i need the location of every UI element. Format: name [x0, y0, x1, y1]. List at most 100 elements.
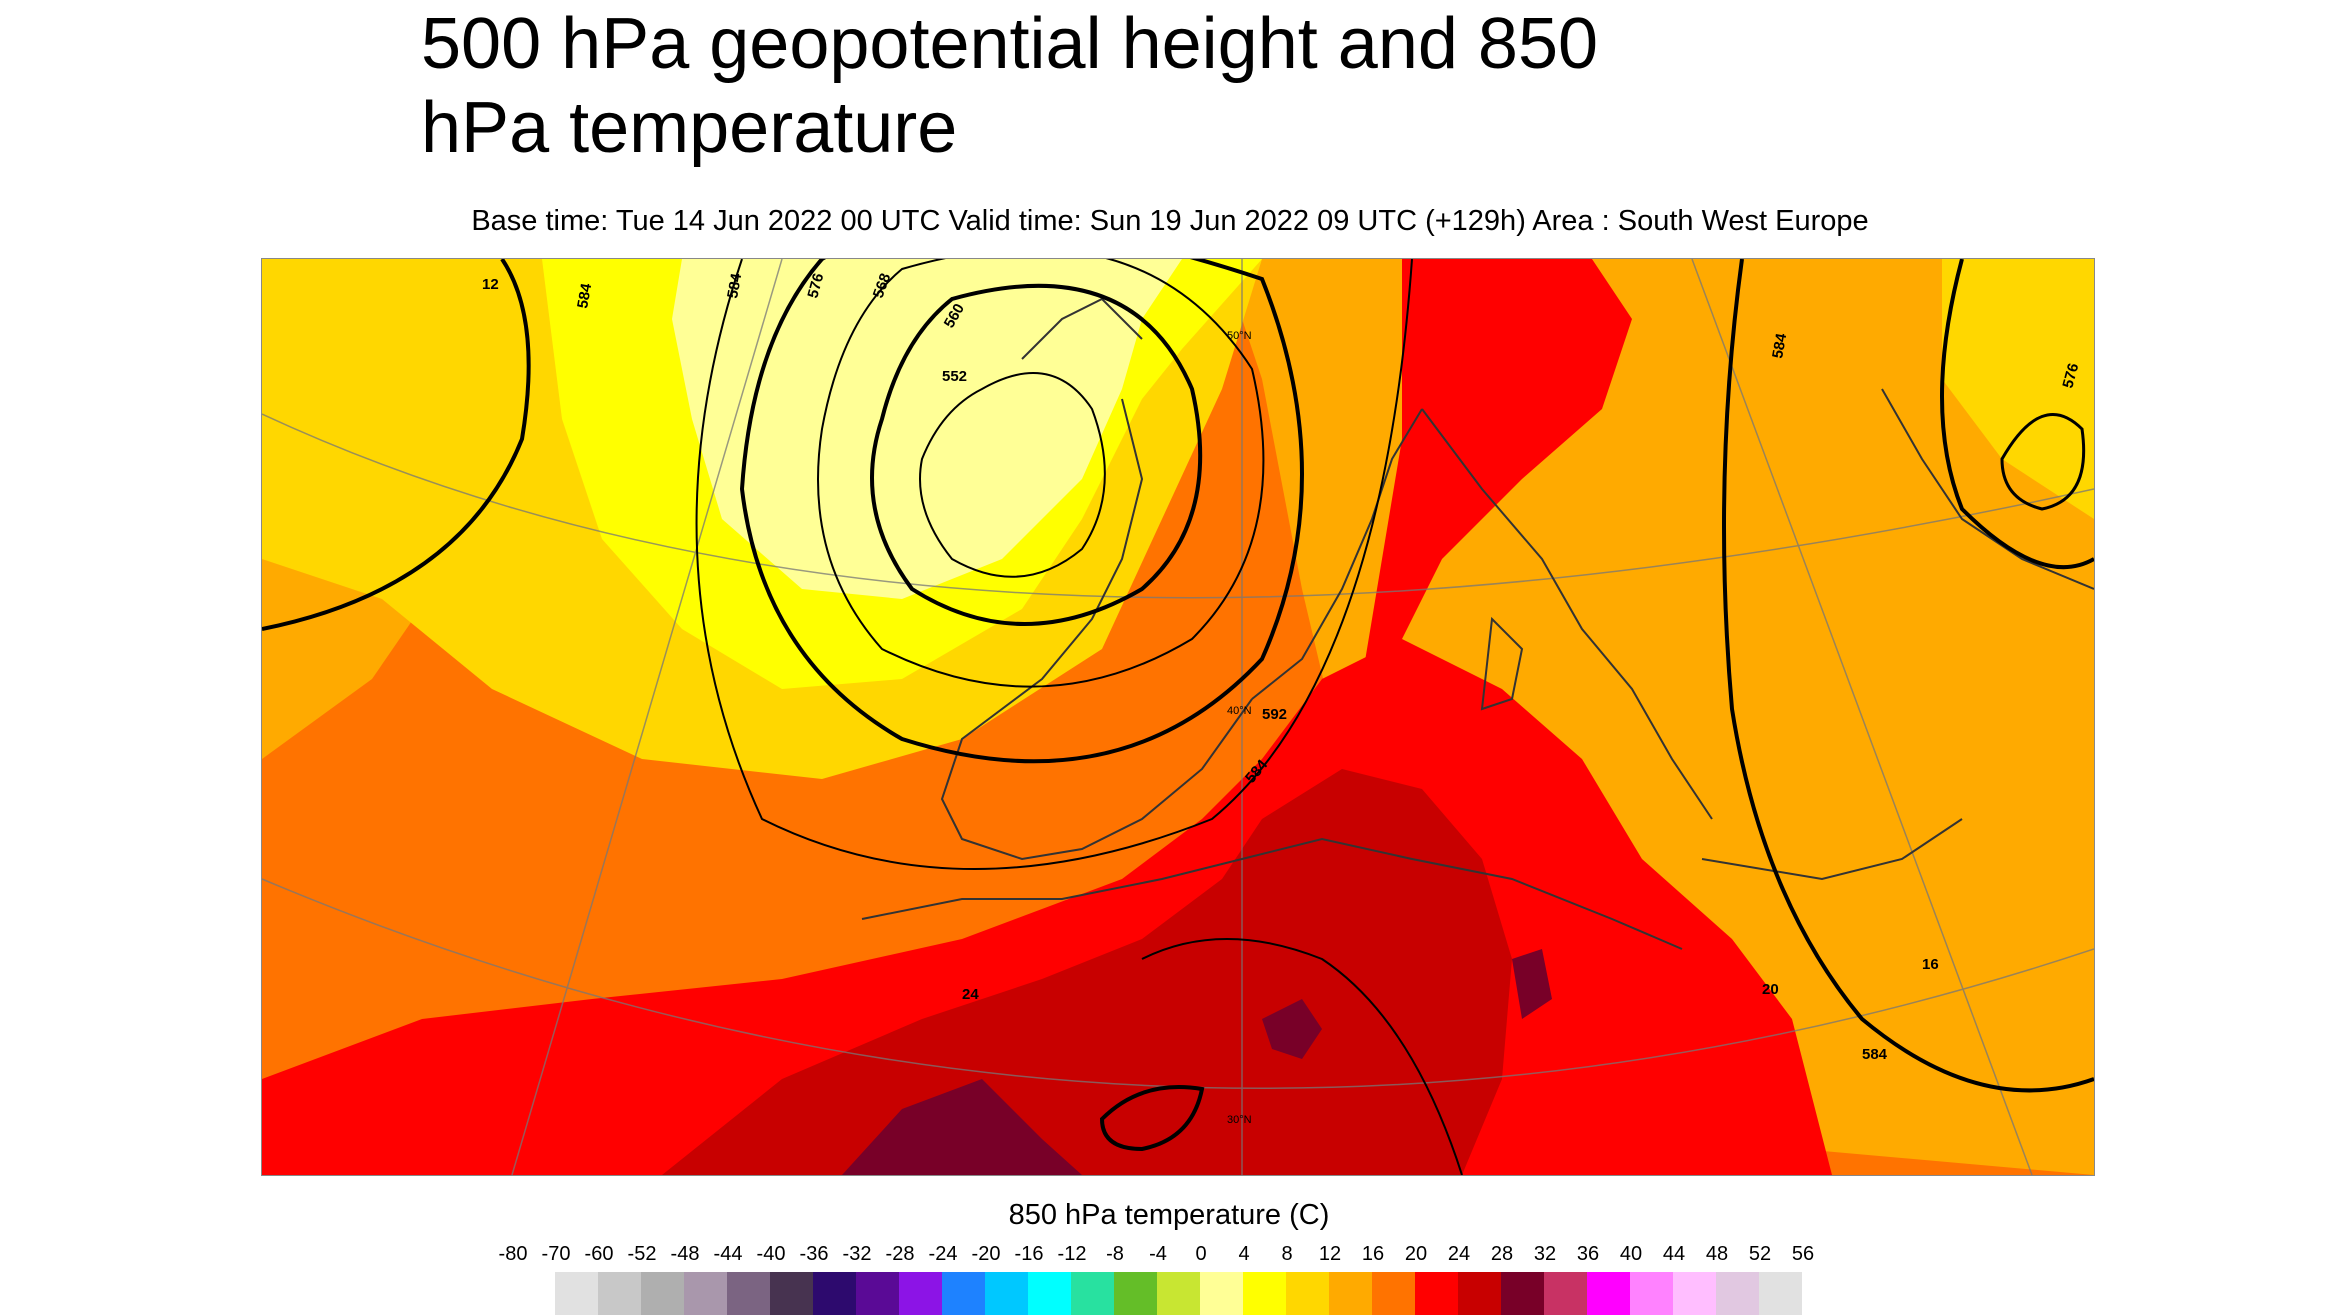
legend-swatch: [813, 1272, 856, 1315]
coastlines: [861, 297, 2094, 950]
legend-tick-label: 16: [1361, 1243, 1385, 1265]
legend-swatch: [1458, 1272, 1501, 1315]
uk-coast: [1021, 297, 1143, 360]
contour-label: 20: [1762, 981, 1779, 998]
legend-tick-label: -20: [971, 1243, 1001, 1265]
legend-tick-label: 12: [1318, 1243, 1342, 1265]
corsica-sardinia: [1480, 616, 1524, 711]
legend-tick-label: 24: [1447, 1243, 1471, 1265]
temp-shading-20-24-north: [1362, 259, 1632, 679]
legend-swatch: [899, 1272, 942, 1315]
legend-swatch: [1157, 1272, 1200, 1315]
sicily-coast: [1701, 818, 1963, 881]
legend-swatch: [684, 1272, 727, 1315]
legend-swatch: [942, 1272, 985, 1315]
legend-tick-label: 28: [1490, 1243, 1514, 1265]
latitude-label: 50°N: [1227, 330, 1252, 342]
legend-swatch: [641, 1272, 684, 1315]
legend-swatch: [1630, 1272, 1673, 1315]
contour-label: 576: [2059, 361, 2082, 390]
legend-swatch: [1114, 1272, 1157, 1315]
legend-tick-label: -32: [842, 1243, 872, 1265]
legend-tick-label: 36: [1576, 1243, 1600, 1265]
contour-label: 584: [1769, 331, 1790, 359]
contour-584: [695, 259, 1413, 870]
geopotential-contours: [262, 259, 2094, 1175]
contour-576-east: [1940, 259, 2094, 570]
contour-576-west: [262, 259, 531, 631]
legend-swatch: [1415, 1272, 1458, 1315]
contour-closed-east: [2000, 412, 2086, 511]
legend-tick-label: 32: [1533, 1243, 1557, 1265]
legend-swatch: [1329, 1272, 1372, 1315]
north-africa-coast: [861, 837, 1683, 950]
temp-shading-24-28: [662, 769, 1512, 1175]
chart-title: 500 hPa geopotential height and 850 hPa …: [421, 2, 1721, 170]
weather-map-svg: 552 560 568 576 584 584 584 584 576 584 …: [262, 259, 2094, 1175]
legend-swatch: [1716, 1272, 1759, 1315]
france-coast: [1251, 408, 1423, 700]
italy-coast: [1421, 408, 1713, 820]
legend-tick-label: -4: [1149, 1243, 1167, 1265]
legend-tick-label: 56: [1791, 1243, 1815, 1265]
legend-tick-label: 52: [1748, 1243, 1772, 1265]
legend-swatch: [1759, 1272, 1802, 1315]
legend-swatch: [1587, 1272, 1630, 1315]
legend-tick-label: -36: [799, 1243, 829, 1265]
contour-label: 584: [1862, 1046, 1888, 1063]
legend-swatch: [1286, 1272, 1329, 1315]
legend-tick-label: -28: [885, 1243, 915, 1265]
legend-swatch: [1372, 1272, 1415, 1315]
latitude-label: 30°N: [1227, 1114, 1252, 1126]
legend-swatch: [1071, 1272, 1114, 1315]
latitude-label-group: 50°N 40°N 30°N: [1227, 330, 1252, 1126]
legend-tick-label: 0: [1195, 1243, 1207, 1265]
contour-label-group: 552 560 568 576 584 584 584 584 576 584 …: [482, 271, 2082, 1063]
legend-swatch: [1544, 1272, 1587, 1315]
weather-map: 552 560 568 576 584 584 584 584 576 584 …: [261, 258, 2095, 1176]
legend-tick-label: -70: [541, 1243, 571, 1265]
legend-color-bar: [555, 1272, 1802, 1315]
legend-swatch: [856, 1272, 899, 1315]
contour-label: 576: [804, 271, 827, 300]
contour-label: 12: [482, 276, 499, 293]
contour-label: 552: [942, 368, 967, 385]
legend-swatch: [727, 1272, 770, 1315]
legend-swatch: [1673, 1272, 1716, 1315]
temp-shading-0-4: [672, 259, 1182, 599]
legend-tick-label: -80: [498, 1243, 528, 1265]
legend-swatch: [770, 1272, 813, 1315]
legend-title: 850 hPa temperature (C): [1008, 1199, 1330, 1231]
temp-shading-28-32: [842, 1079, 1082, 1175]
legend-tick-label: -60: [584, 1243, 614, 1265]
title-line-1: 500 hPa geopotential height and 850: [421, 4, 1599, 84]
legend-tick-label: 20: [1404, 1243, 1428, 1265]
contour-560: [870, 283, 1203, 626]
meridian-west: [511, 259, 783, 1175]
title-line-2: hPa temperature: [421, 88, 958, 168]
legend-swatch: [1028, 1272, 1071, 1315]
contour-568: [817, 259, 1265, 688]
contour-552: [919, 372, 1106, 578]
contour-label: 584: [574, 281, 595, 309]
legend-swatch: [1501, 1272, 1544, 1315]
contour-576: [739, 259, 1304, 764]
legend-tick-label: -48: [670, 1243, 700, 1265]
iberia-coast: [940, 398, 1253, 861]
legend-tick-label: -8: [1106, 1243, 1124, 1265]
legend-tick-label: 4: [1238, 1243, 1250, 1265]
meridian-east: [1691, 259, 2033, 1175]
legend-tick-label: -52: [627, 1243, 657, 1265]
legend-tick-label: -40: [756, 1243, 786, 1265]
legend-swatch: [985, 1272, 1028, 1315]
legend-tick-label: 8: [1281, 1243, 1293, 1265]
temp-shading-28-32-spot: [1262, 999, 1322, 1059]
contour-label: 24: [962, 986, 979, 1003]
legend-swatch: [598, 1272, 641, 1315]
parallel-50n: [262, 413, 2094, 599]
legend-tick-label: 44: [1662, 1243, 1686, 1265]
contour-closed-africa: [1099, 1085, 1205, 1152]
contour-584-east: [1722, 259, 2094, 1093]
legend-swatch: [1243, 1272, 1286, 1315]
forecast-time-subtitle: Base time: Tue 14 Jun 2022 00 UTC Valid …: [471, 205, 1869, 237]
